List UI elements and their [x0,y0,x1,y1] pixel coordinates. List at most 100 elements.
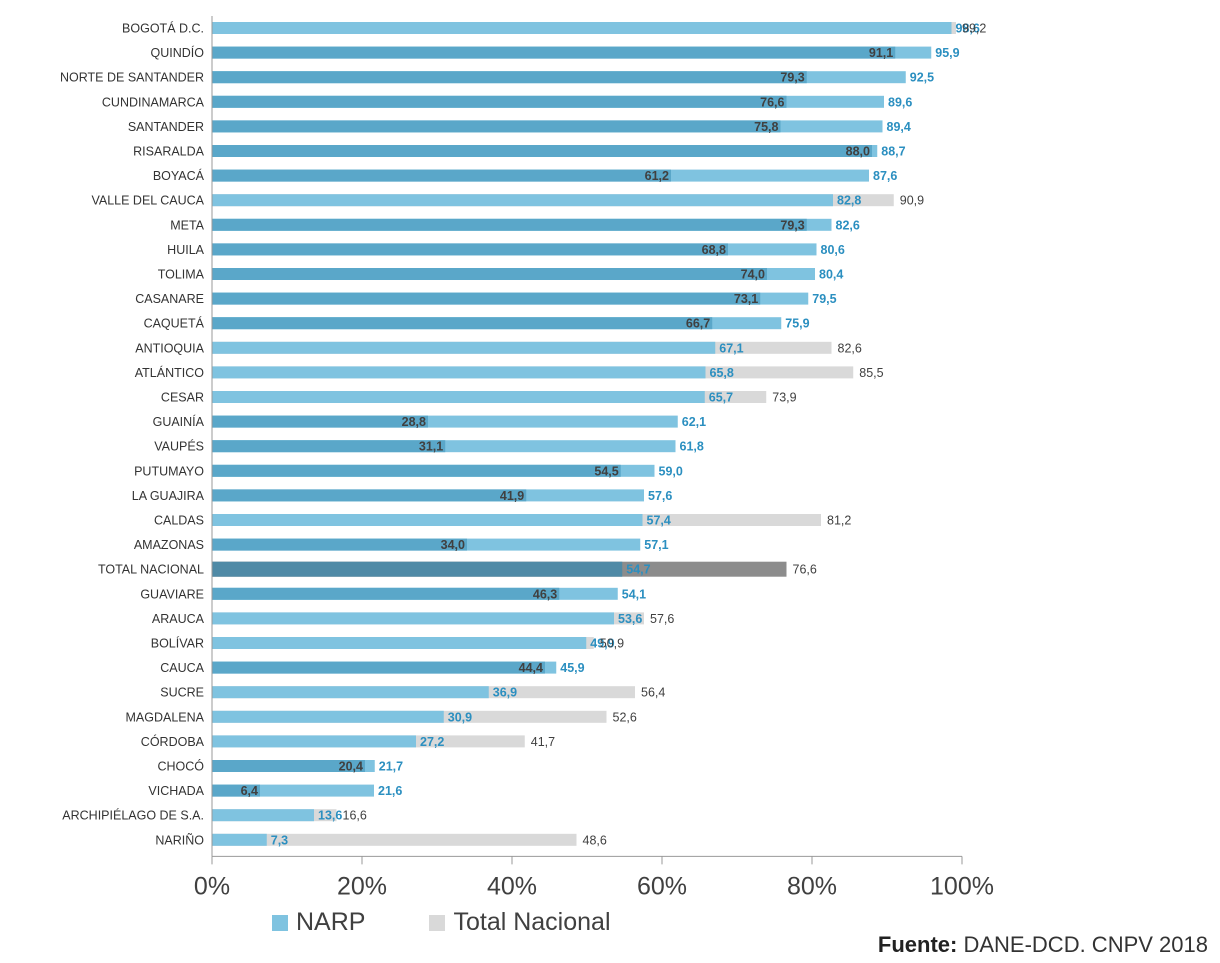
bar-narp [212,366,706,379]
data-label-total-nacional: 66,7 [686,317,710,331]
category-label: CHOCÓ [157,759,204,774]
bar-narp [212,391,705,403]
bar-narp [212,735,416,748]
bar-total-nacional [212,46,896,59]
x-tick-label: 40% [487,872,537,900]
bar-total-nacional [212,661,545,674]
x-tick-label: 100% [930,872,994,900]
data-label-total-nacional: 76,6 [760,95,784,109]
data-label-narp: 80,4 [819,268,843,282]
bar-total-nacional [212,489,527,502]
data-label-narp: 65,8 [710,366,734,380]
data-label-total-nacional: 52,6 [613,710,637,724]
bar-total-nacional [212,464,621,477]
category-label: VALLE DEL CAUCA [91,194,204,208]
bar-total-nacional [212,169,671,182]
data-label-total-nacional: 76,6 [793,563,817,577]
bar-total-nacional [212,292,761,305]
category-label: CAUCA [160,661,204,675]
category-label: NARIÑO [155,833,204,847]
legend-label-narp: NARP [296,908,366,936]
bar-total-nacional [212,120,781,133]
category-label: META [170,218,204,232]
data-label-narp: 7,3 [271,833,288,847]
category-label: VICHADA [148,784,204,798]
data-label-narp: 13,6 [318,809,342,823]
data-label-narp: 62,1 [682,415,706,429]
category-label: BOGOTÁ D.C. [122,21,204,36]
data-label-total-nacional: 81,2 [827,514,851,528]
bar-narp [212,22,952,34]
data-label-total-nacional: 41,7 [531,735,555,749]
data-label-total-nacional: 79,3 [780,218,804,232]
bar-narp [212,341,716,354]
data-label-total-nacional: 56,4 [641,686,665,700]
category-label: AMAZONAS [134,538,204,552]
bar-narp [212,514,643,526]
category-label: ANTIOQUIA [135,341,204,355]
source-note: Fuente: DANE-DCD. CNPV 2018 [878,932,1208,958]
category-label: PUTUMAYO [134,464,204,478]
category-label: CAQUETÁ [144,316,205,331]
category-label: CÓRDOBA [141,734,205,749]
legend: NARP Total Nacional [272,908,675,937]
category-label: QUINDÍO [151,45,205,60]
legend-swatch-narp [272,914,288,931]
data-label-narp: 61,8 [680,440,704,454]
data-label-narp: 98,6 [956,22,980,36]
data-label-narp: 67,1 [719,341,743,355]
category-label: ATLÁNTICO [135,365,204,380]
data-label-narp: 54,1 [622,587,646,601]
bar-total-nacional [212,145,872,157]
data-label-narp: 57,1 [644,538,668,552]
bar-narp [212,637,587,649]
legend-item-total: Total Nacional [429,908,611,937]
category-label: BOLÍVAR [151,636,204,651]
data-label-narp: 80,6 [821,243,845,257]
data-label-total-nacional: 99,2 [962,22,986,36]
bar-narp [212,809,314,822]
data-label-total-nacional: 50,9 [600,637,624,651]
data-label-narp: 95,9 [935,46,959,60]
category-label: NORTE DE SANTANDER [60,71,204,85]
data-label-narp: 27,2 [420,735,444,749]
data-label-narp: 88,7 [881,145,905,159]
data-label-narp: 59,0 [659,464,683,478]
data-label-total-nacional: 46,3 [533,587,557,601]
data-label-narp: 21,6 [378,784,402,798]
bar-total-nacional [212,833,577,846]
data-label-narp: 57,4 [647,514,671,528]
data-label-narp: 65,7 [709,391,733,405]
bar-narp [212,561,623,577]
x-tick-label: 60% [637,872,687,900]
bar-chart: BOGOTÁ D.C. 98,699,2 QUINDÍO 95,9 91,1 NORTE … [60,16,994,900]
data-label-total-nacional: 82,6 [838,341,862,355]
data-label-total-nacional: 79,3 [780,71,804,85]
data-label-total-nacional: 68,8 [702,243,726,257]
x-tick-label: 80% [787,872,837,900]
legend-swatch-total [429,914,446,931]
category-label: MAGDALENA [126,710,205,724]
data-label-total-nacional: 28,8 [402,415,426,429]
data-label-total-nacional: 20,4 [339,760,363,774]
bar-total-nacional [212,784,260,797]
data-label-narp: 30,9 [448,710,472,724]
bar-total-nacional [212,268,767,280]
category-label: VAUPÉS [154,439,204,454]
category-label: LA GUAJIRA [132,489,205,503]
data-label-total-nacional: 73,9 [772,391,796,405]
bar-total-nacional [212,218,807,231]
legend-item-narp: NARP [272,908,365,937]
source-text: DANE-DCD. CNPV 2018 [957,932,1208,957]
data-label-total-nacional: 16,6 [343,809,367,823]
data-label-narp: 54,7 [626,563,650,577]
bar-total-nacional [212,71,807,84]
data-label-total-nacional: 6,4 [241,784,258,798]
category-label: TOTAL NACIONAL [98,563,204,577]
data-label-total-nacional: 88,0 [846,145,870,159]
bar-total-nacional [212,243,728,256]
source-prefix: Fuente: [877,932,958,957]
data-label-narp: 89,6 [888,95,912,109]
bar-total-nacional [212,415,428,428]
category-label: GUAINÍA [153,414,205,429]
